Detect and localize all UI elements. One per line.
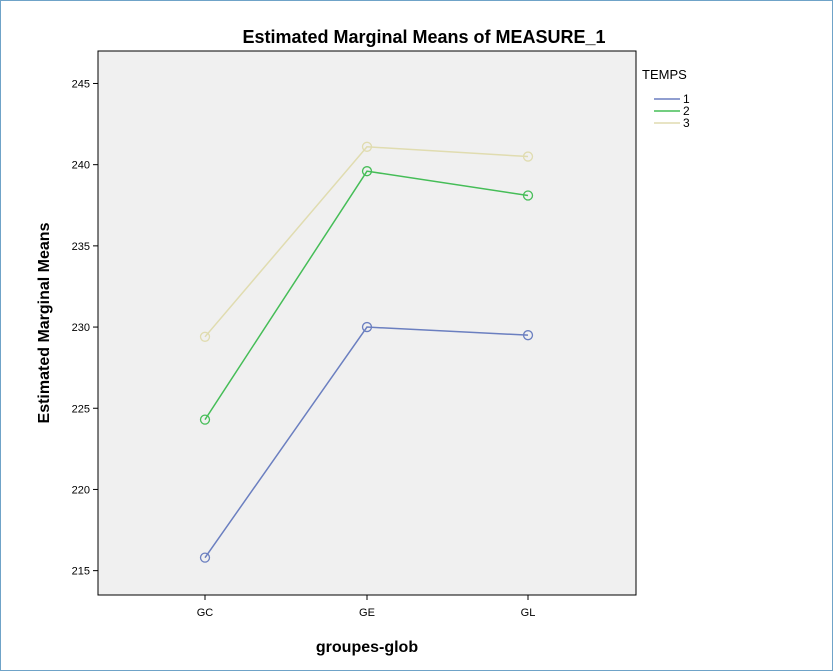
data-point-1-GC: [199, 552, 211, 563]
series-1: [199, 321, 534, 563]
series-line-2: [204, 170, 529, 421]
legend-label-3: 3: [683, 116, 690, 130]
data-point-3-GE: [361, 141, 373, 152]
x-tick-label: GC: [197, 607, 214, 619]
y-tick-label: 215: [72, 566, 90, 578]
y-tick-label: 225: [72, 403, 90, 415]
y-tick-label: 230: [72, 322, 90, 334]
data-point-3-GL: [522, 151, 534, 162]
series-line-1: [204, 326, 529, 559]
data-point-2-GE: [361, 166, 373, 177]
y-axis-label: Estimated Marginal Means: [36, 222, 53, 423]
legend: TEMPS 123: [642, 67, 690, 130]
data-point-2-GC: [199, 414, 211, 425]
data-point-2-GL: [522, 190, 534, 201]
x-axis-label: groupes-glob: [316, 639, 418, 656]
data-point-1-GL: [522, 330, 534, 341]
y-tick-label: 220: [72, 484, 90, 496]
chart-title: Estimated Marginal Means of MEASURE_1: [242, 27, 605, 47]
legend-label-2: 2: [683, 104, 690, 118]
data-point-3-GC: [199, 331, 211, 342]
data-point-1-GE: [361, 321, 373, 333]
x-tick-label: GL: [521, 607, 536, 619]
legend-label-1: 1: [683, 92, 690, 106]
y-axis-ticks: 215 220 225 230 235 240 245: [72, 78, 98, 578]
series-line-3: [204, 146, 529, 338]
series-layer: [199, 141, 534, 563]
x-axis-ticks: GC GE GL: [197, 595, 536, 619]
legend-items: 123: [654, 92, 690, 130]
y-tick-label: 235: [72, 241, 90, 253]
x-tick-label: GE: [359, 607, 375, 619]
series-2: [199, 166, 534, 425]
y-tick-label: 240: [72, 160, 90, 172]
legend-title: TEMPS: [642, 67, 687, 82]
y-tick-label: 245: [72, 78, 90, 90]
series-3: [199, 141, 534, 342]
